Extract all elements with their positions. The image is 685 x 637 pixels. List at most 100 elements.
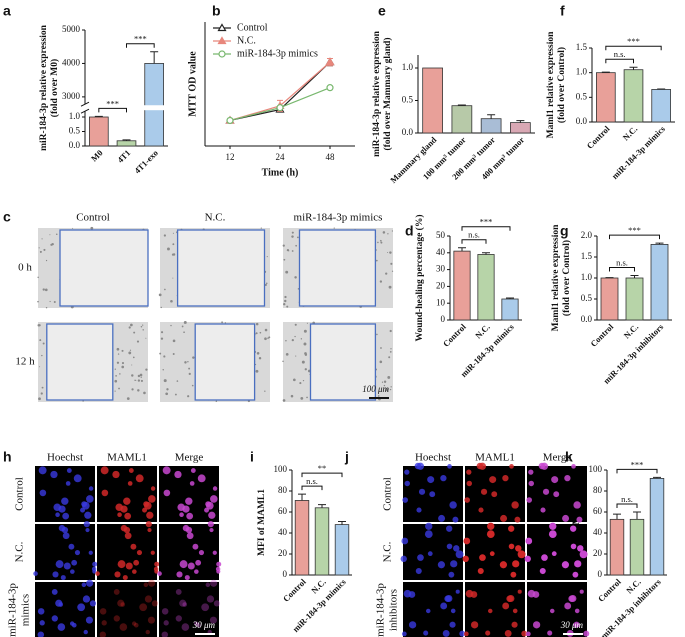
cell-speck: [133, 331, 136, 334]
bar: [649, 477, 665, 576]
cell: [551, 551, 557, 557]
significance-bracket: [461, 239, 487, 244]
cell-speck: [167, 247, 170, 251]
cell-speck: [142, 324, 144, 326]
panel-letter: e: [378, 3, 386, 19]
cell: [82, 595, 91, 603]
cell: [487, 608, 493, 614]
y-tick-label: 20: [593, 548, 603, 558]
y-tick-label: 80: [593, 485, 603, 495]
point: [217, 23, 227, 32]
column-label: MAML1: [107, 452, 147, 464]
y-tick-label: 1.0: [576, 67, 588, 77]
y-tick-label: 0.5: [581, 293, 593, 303]
cell-speck: [390, 386, 392, 388]
cell-speck: [266, 256, 268, 258]
cell: [408, 591, 416, 598]
cell: [215, 566, 221, 572]
significance-bracket: [609, 234, 660, 240]
panel-letter: f: [560, 3, 565, 19]
wound-area: [309, 323, 377, 401]
cell: [462, 555, 469, 562]
significance-bracket: [605, 58, 634, 64]
cell: [553, 491, 560, 498]
cell: [84, 511, 92, 519]
cell-speck: [41, 386, 44, 389]
cell: [444, 595, 452, 603]
cell: [539, 568, 546, 575]
significance-label: ***: [480, 217, 493, 227]
bar: [334, 524, 350, 576]
cell: [504, 629, 512, 637]
scale-bar-label: 30 μm: [192, 620, 216, 630]
cell-speck: [117, 353, 120, 355]
y-axis-label: (fold over Mammary gland): [382, 37, 393, 150]
cell: [176, 571, 183, 578]
panel-letter: g: [560, 223, 569, 239]
cell-speck: [380, 241, 383, 244]
wound-area: [46, 323, 114, 401]
cell: [515, 545, 522, 552]
cell: [143, 582, 149, 588]
cell-speck: [163, 379, 167, 383]
cell: [425, 522, 433, 530]
cell: [161, 608, 169, 615]
cell-speck: [184, 361, 187, 364]
cell: [123, 526, 131, 534]
cell: [38, 466, 47, 475]
cell: [100, 466, 109, 475]
cell-speck: [44, 288, 48, 292]
cell-speck: [388, 285, 392, 289]
cell: [135, 474, 144, 483]
cell: [81, 582, 87, 588]
cell-speck: [255, 332, 258, 335]
cell: [186, 532, 194, 540]
cell-speck: [137, 379, 141, 382]
y-tick-label: 30: [436, 264, 446, 274]
cell: [470, 591, 478, 598]
error-bar: [122, 139, 131, 141]
significance-label: n.s.: [621, 494, 633, 504]
x-tick-label: miR-184-3p mimics: [610, 123, 668, 181]
cell: [175, 588, 182, 595]
cell-speck: [164, 288, 166, 291]
cell: [144, 595, 153, 603]
cell-speck: [45, 306, 48, 309]
cell-speck: [282, 244, 285, 247]
cell: [143, 501, 150, 507]
y-axis-label: (fold over Control): [561, 240, 572, 316]
bar: [501, 298, 519, 321]
cell: [427, 476, 435, 484]
cell-speck: [389, 329, 392, 333]
cell: [89, 600, 97, 607]
cell: [424, 530, 433, 539]
cell-speck: [126, 397, 130, 401]
cell-speck: [387, 233, 389, 235]
cell: [212, 550, 217, 555]
cell: [508, 543, 515, 550]
y-tick-label: 1.0: [402, 62, 414, 72]
cell: [128, 468, 134, 473]
cell: [163, 489, 171, 497]
cell: [177, 503, 185, 511]
x-tick-label: 4T1: [115, 148, 132, 165]
cell: [401, 537, 409, 545]
bar: [629, 518, 645, 576]
y-axis-label: MFI of MAML1: [572, 489, 582, 556]
cell: [157, 571, 162, 576]
significance-label: ***: [627, 36, 640, 46]
cell: [86, 579, 94, 587]
cell: [114, 571, 121, 578]
cell: [404, 480, 410, 487]
cell-speck: [37, 300, 39, 303]
cell: [440, 475, 447, 482]
cell-speck: [379, 360, 383, 364]
cell-speck: [306, 322, 308, 324]
cell: [414, 462, 422, 470]
y-tick-label: 3000: [62, 91, 81, 101]
cell: [185, 497, 193, 505]
cell: [132, 569, 137, 574]
column-label: N.C.: [205, 212, 226, 224]
error-bar: [94, 115, 103, 117]
bar: [596, 72, 616, 123]
